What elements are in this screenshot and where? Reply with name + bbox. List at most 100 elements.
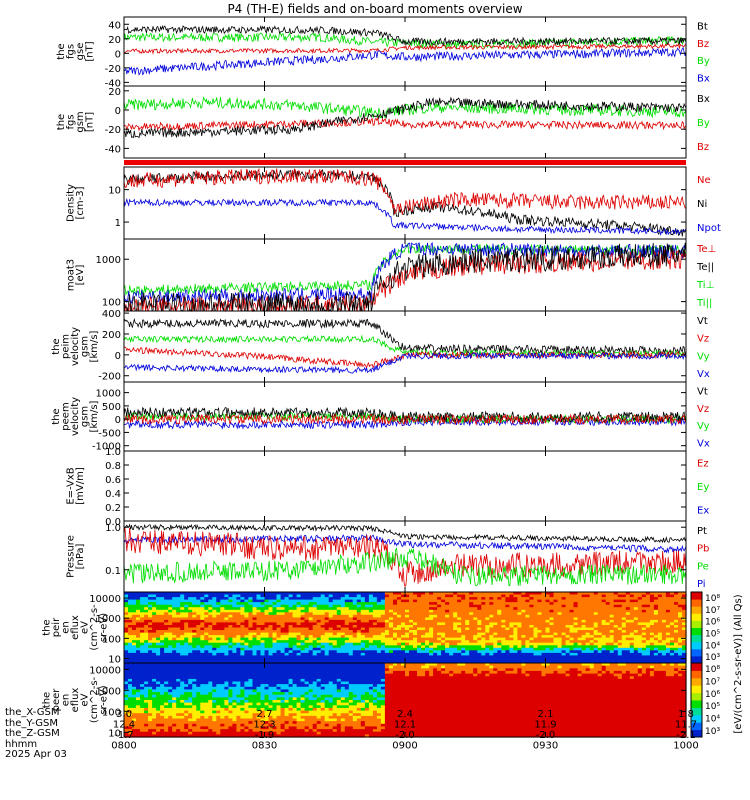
heatmap-cell xyxy=(485,632,490,636)
heatmap-cell xyxy=(284,592,290,596)
heatmap-cell xyxy=(561,630,567,634)
heatmap-cell xyxy=(248,660,253,664)
heatmap-cell xyxy=(252,597,258,601)
heatmap-cell xyxy=(340,617,346,621)
heatmap-cell xyxy=(421,594,426,598)
heatmap-cell xyxy=(525,602,530,606)
heatmap-cell xyxy=(388,630,394,634)
heatmap-cell xyxy=(284,602,290,606)
heatmap-cell xyxy=(489,627,494,631)
heatmap-cell xyxy=(497,609,502,613)
heatmap-cell xyxy=(248,652,253,656)
heatmap-cell xyxy=(188,678,193,683)
heatmap-cell xyxy=(192,715,197,720)
heatmap-cell xyxy=(561,652,567,656)
heatmap-cell xyxy=(220,594,225,598)
heatmap-cell xyxy=(192,710,197,714)
heatmap-cell xyxy=(465,630,470,634)
heatmap-cell xyxy=(613,612,619,616)
heatmap-cell xyxy=(164,640,169,644)
heatmap-cell xyxy=(649,632,655,636)
heatmap-cell xyxy=(344,602,350,606)
heatmap-cell xyxy=(388,622,394,626)
heatmap-cell xyxy=(409,627,414,631)
heatmap-cell xyxy=(156,637,161,641)
heatmap-cell xyxy=(152,609,157,613)
heatmap-cell xyxy=(417,619,422,623)
heatmap-cell xyxy=(421,637,426,641)
heatmap-cell xyxy=(589,599,595,603)
heatmap-cell xyxy=(208,707,213,712)
heatmap-cell xyxy=(296,614,302,618)
heatmap-cell xyxy=(597,657,603,661)
heatmap-cell xyxy=(545,635,551,639)
heatmap-cell xyxy=(200,721,205,725)
heatmap-cell xyxy=(433,630,438,634)
heatmap-cell xyxy=(124,678,129,683)
heatmap-cell xyxy=(328,655,334,659)
heatmap-cell xyxy=(505,632,510,636)
heatmap-cell xyxy=(413,607,418,611)
heatmap-cell xyxy=(368,597,374,601)
heatmap-cell xyxy=(541,609,547,613)
heatmap-cell xyxy=(164,713,169,717)
heatmap-cell xyxy=(136,689,141,693)
heatmap-cell xyxy=(501,602,506,606)
heatmap-cell xyxy=(541,645,547,649)
heatmap-cell xyxy=(561,594,567,598)
heatmap-cell xyxy=(176,655,181,659)
heatmap-cell xyxy=(433,635,438,639)
heatmap-cell xyxy=(336,617,342,621)
heatmap-cell xyxy=(661,652,667,656)
heatmap-cell xyxy=(224,686,229,690)
heatmap-cell xyxy=(437,660,442,664)
heatmap-cell xyxy=(352,632,358,636)
heatmap-cell xyxy=(172,668,177,672)
heatmap-cell xyxy=(533,642,539,646)
heatmap-cell xyxy=(409,602,414,606)
heatmap-cell xyxy=(429,609,434,613)
heatmap-cell xyxy=(641,614,647,618)
heatmap-cell xyxy=(517,645,522,649)
heatmap-cell xyxy=(541,655,547,659)
heatmap-cell xyxy=(553,630,559,634)
heatmap-cell xyxy=(220,645,225,649)
heatmap-cell xyxy=(501,599,506,603)
heatmap-cell xyxy=(605,592,611,596)
heatmap-cell xyxy=(220,670,225,675)
heatmap-cell xyxy=(625,614,631,618)
heatmap-cell xyxy=(192,673,197,677)
heatmap-cell xyxy=(645,619,651,623)
heatmap-cell xyxy=(368,614,374,618)
heatmap-cell xyxy=(136,640,141,644)
heatmap-cell xyxy=(188,689,193,693)
heatmap-cell xyxy=(140,665,145,669)
heatmap-cell xyxy=(585,612,591,616)
heatmap-cell xyxy=(585,597,591,601)
heatmap-cell xyxy=(678,655,683,659)
heatmap-cell xyxy=(236,592,241,596)
heatmap-cell xyxy=(489,647,494,651)
heatmap-cell xyxy=(276,647,282,651)
heatmap-cell xyxy=(388,640,394,644)
heatmap-cell xyxy=(224,663,229,667)
heatmap-cell xyxy=(140,676,145,680)
heatmap-cell xyxy=(152,630,157,634)
heatmap-cell xyxy=(445,642,450,646)
heatmap-cell xyxy=(629,602,635,606)
heatmap-cell xyxy=(140,689,145,693)
heatmap-cell xyxy=(417,657,422,661)
heatmap-cell xyxy=(272,612,278,616)
heatmap-cell xyxy=(397,647,402,651)
y-label-line: Density xyxy=(65,184,76,222)
heatmap-cell xyxy=(184,657,189,661)
heatmap-cell xyxy=(224,705,229,709)
heatmap-cell xyxy=(348,657,354,661)
heatmap-cell xyxy=(128,729,133,733)
panel-frame xyxy=(123,450,687,522)
heatmap-cell xyxy=(272,599,278,603)
heatmap-cell xyxy=(517,640,522,644)
heatmap-cell xyxy=(164,619,169,623)
heatmap-cell xyxy=(216,700,221,704)
heatmap-cell xyxy=(276,630,282,634)
